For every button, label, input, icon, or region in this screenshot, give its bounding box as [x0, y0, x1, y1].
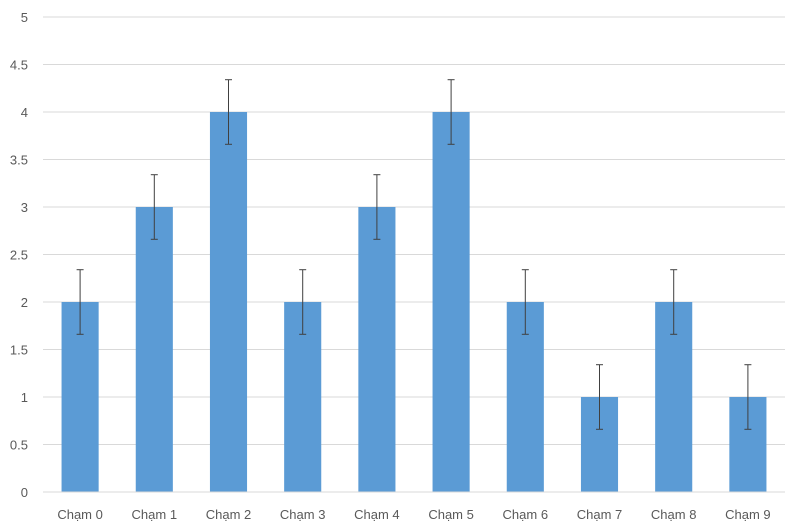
x-tick-label: Chạm 2: [206, 507, 252, 522]
x-tick-label: Chạm 7: [577, 507, 623, 522]
x-tick-label: Chạm 4: [354, 507, 400, 522]
bar: [209, 112, 248, 492]
error-bar: [373, 174, 381, 240]
bar: [135, 207, 173, 492]
bar: [358, 207, 396, 492]
y-tick-label: 5: [21, 10, 28, 25]
y-axis-tick-labels: 0 0.5 1 1.5 2 2.5 3 3.5 4 4.5 5: [10, 10, 28, 500]
y-tick-label: 1: [21, 390, 28, 405]
x-axis-tick-labels: Chạm 0 Chạm 1 Chạm 2 Chạm 3 Chạm 4 Chạm 5 Chạm…: [57, 507, 770, 522]
error-bar: [76, 269, 84, 335]
y-tick-label: 0.5: [10, 438, 28, 453]
x-tick-label: Chạm 0: [57, 507, 103, 522]
error-bar: [744, 364, 752, 430]
y-tick-label: 2: [21, 295, 28, 310]
y-tick-label: 4.5: [10, 58, 28, 73]
x-tick-label: Chạm 8: [651, 507, 697, 522]
y-tick-label: 4: [21, 105, 28, 120]
y-tick-label: 3: [21, 200, 28, 215]
y-tick-label: 2.5: [10, 248, 28, 263]
error-bars: [76, 79, 752, 430]
y-tick-label: 1.5: [10, 343, 28, 358]
error-bar: [299, 269, 307, 335]
error-bar: [521, 269, 529, 335]
x-tick-label: Chạm 3: [280, 507, 326, 522]
error-bar: [225, 79, 232, 145]
x-tick-label: Chạm 6: [503, 507, 549, 522]
error-bar: [150, 174, 158, 240]
x-tick-label: Chạm 9: [725, 507, 771, 522]
error-bar: [670, 269, 678, 335]
x-tick-label: Chạm 5: [428, 507, 474, 522]
bar: [432, 112, 470, 492]
error-bar: [447, 79, 455, 145]
y-tick-label: 0: [21, 485, 28, 500]
x-tick-label: Chạm 1: [132, 507, 178, 522]
error-bar: [596, 364, 603, 430]
y-tick-label: 3.5: [10, 153, 28, 168]
